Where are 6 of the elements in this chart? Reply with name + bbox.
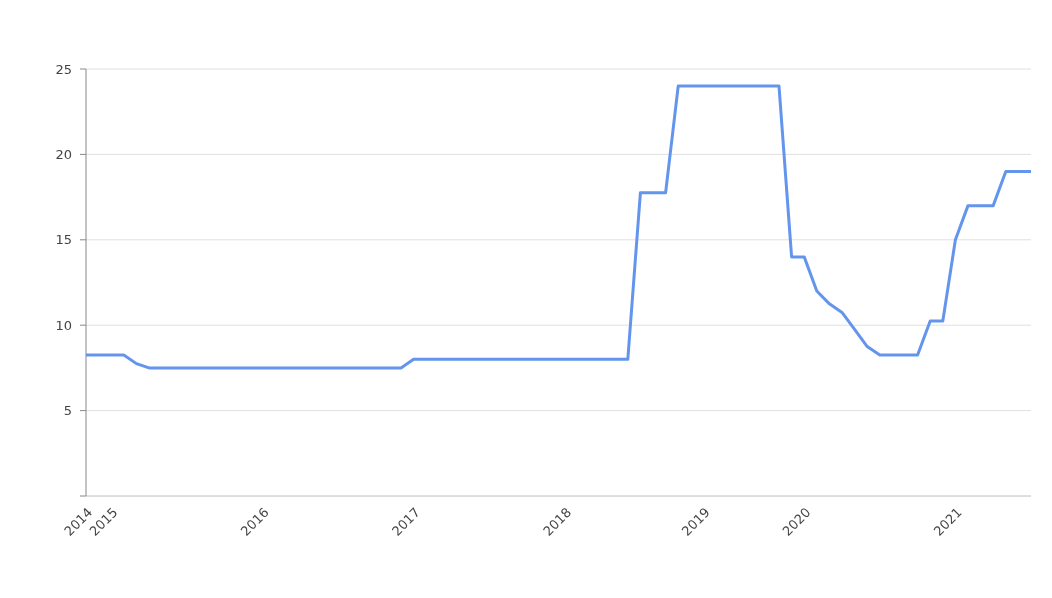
line-series <box>84 84 1033 370</box>
y-tick-label: 25 <box>55 61 72 77</box>
y-tick-label: 15 <box>55 232 72 248</box>
y-tick-label: 10 <box>55 317 72 333</box>
y-tick-label: 20 <box>55 146 72 162</box>
y-tick-label: 5 <box>63 403 72 419</box>
